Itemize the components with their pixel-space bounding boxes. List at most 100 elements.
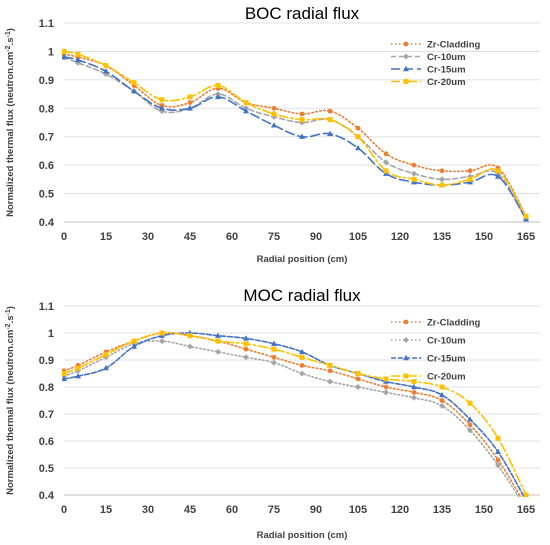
data-point [467,422,473,428]
data-point [495,462,501,469]
data-point [131,80,137,86]
data-point [243,107,249,114]
x-tick-label: 45 [184,504,196,516]
legend-marker [403,319,409,325]
data-point [383,376,389,382]
data-point [327,117,333,123]
data-point [495,448,501,454]
data-point [355,125,361,131]
data-point [523,213,529,219]
data-point [439,398,445,403]
data-point [187,343,193,350]
data-point [411,162,417,168]
data-point [439,168,445,174]
data-point [215,338,221,344]
data-point [355,376,361,382]
x-tick-label: 90 [310,231,322,243]
x-axis-label: Radial position (cm) [257,254,348,265]
legend-marker [403,354,409,361]
y-tick-label: 0.4 [39,490,55,502]
x-tick-label: 30 [142,504,154,516]
x-tick-label: 45 [184,231,196,243]
y-tick-label: 1.1 [39,301,54,313]
data-point [299,354,305,360]
y-axis-label-text: Normalized thermal flux (neutron.cm [5,330,16,495]
x-tick-label: 60 [226,504,238,516]
x-tick-label: 90 [310,504,322,516]
data-point [467,168,473,174]
data-point [75,365,81,371]
data-point [439,176,445,183]
x-tick-label: 105 [349,504,367,516]
y-tick-label: 0.5 [39,189,54,201]
data-point [327,368,333,374]
data-point [62,48,67,54]
x-tick-label: 15 [100,231,112,243]
data-point [131,88,137,94]
data-point [243,335,249,341]
legend-marker [403,41,409,47]
legend-entry: Cr-15um [391,65,466,76]
data-point [159,105,165,111]
y-axis-label-sup: -1 [5,309,12,315]
legend-marker [403,337,409,343]
y-axis-label: Normalized thermal flux (neutron.cm-2.s-… [5,306,17,495]
legend-marker [403,79,409,84]
data-point [75,51,81,57]
legend-label: Zr-Cladding [427,318,480,329]
data-point [62,371,67,376]
y-tick-label: 0.8 [39,382,54,394]
data-point [187,105,193,111]
data-point [411,390,417,395]
data-point [271,340,277,346]
x-tick-label: 75 [268,231,280,243]
data-point [523,492,529,497]
data-point [215,83,221,89]
data-point [215,348,221,355]
legend-entry: Zr-Cladding [391,40,480,51]
data-point [327,362,333,368]
y-tick-label: 1.1 [39,18,54,30]
x-tick-label: 60 [226,231,238,243]
data-point [215,93,221,100]
x-tick-label: 75 [268,504,280,516]
x-tick-label: 135 [433,231,451,243]
y-tick-label: 0.4 [39,217,55,229]
y-axis-label: Normalized thermal flux (neutron.cm-2.s-… [5,28,17,217]
data-point [62,53,67,60]
y-axis-label-text: ) [5,28,16,31]
data-point [103,364,109,371]
data-point [383,384,389,390]
data-point [383,151,389,157]
data-point [411,394,417,401]
x-tick-label: 120 [391,231,409,243]
y-tick-label: 0.9 [39,355,54,367]
chart-panel-1: BOC radial flux 0.4 0.5 0.6 0.7 0.8 0.9 1 1.1 0 15… [5,4,540,265]
x-tick-label: 150 [475,504,493,516]
legend-label: Cr-10um [427,336,466,347]
legend-entry: Zr-Cladding [391,318,480,329]
legend-entry: Cr-10um [391,336,466,347]
y-tick-label: 0.6 [39,436,54,448]
data-point [383,389,389,396]
legend-label: Cr-20um [427,77,466,88]
chart-title: BOC radial flux [245,4,360,23]
chart-title: MOC radial flux [243,286,361,305]
data-point [243,100,249,106]
data-point [355,134,361,140]
legend-marker [403,373,409,379]
data-point [355,384,361,390]
y-tick-label: 0.8 [39,103,54,115]
x-tick-label: 165 [517,504,535,516]
series-Cr-20um [62,330,529,497]
x-tick-label: 0 [61,504,67,516]
legend-label: Cr-20um [427,372,466,383]
data-point [383,159,389,166]
data-point [299,363,305,368]
data-point [243,346,249,352]
y-axis-label-text: Normalized thermal flux (neutron.cm [5,52,16,217]
y-tick-label: 0.5 [39,463,54,475]
data-point [355,144,361,151]
data-point [439,391,445,398]
data-point [187,100,193,105]
